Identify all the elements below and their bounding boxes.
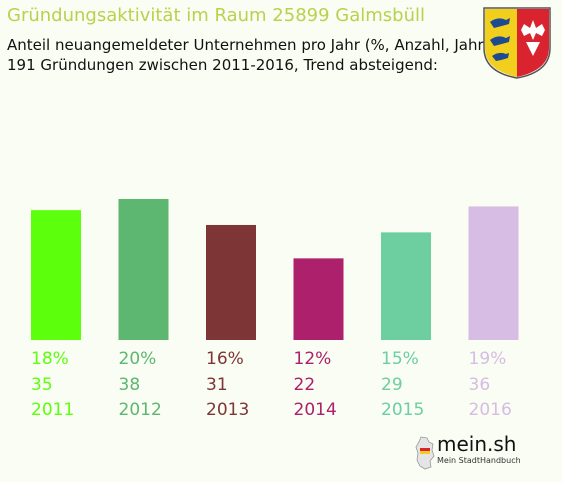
percent-label-2011: 18% <box>31 349 69 369</box>
schleswig-holstein-coat-of-arms-icon <box>483 7 551 79</box>
year-label-2015: 2015 <box>381 400 424 420</box>
chart-subtitle-line-1: Anteil neuangemeldeter Unternehmen pro J… <box>7 36 490 54</box>
bar-2014 <box>293 258 344 340</box>
year-label-2011: 2011 <box>31 400 74 420</box>
bar-2015 <box>381 232 431 340</box>
brand-logo: mein.sh Mein StadtHandbuch <box>415 432 525 474</box>
germany-map-icon <box>415 436 435 470</box>
brand-tagline: Mein StadtHandbuch <box>437 456 521 465</box>
year-label-2013: 2013 <box>206 400 249 420</box>
year-label-2016: 2016 <box>469 400 512 420</box>
bar-2013 <box>206 224 256 340</box>
bar-2012 <box>118 199 169 340</box>
percent-label-2015: 15% <box>381 349 419 369</box>
percent-label-2012: 20% <box>119 349 157 369</box>
count-label-2013: 31 <box>206 375 228 395</box>
chart-subtitle-line-2: 191 Gründungen zwischen 2011-2016, Trend… <box>7 56 438 74</box>
chart-title: Gründungsaktivität im Raum 25899 Galmsbü… <box>7 5 426 26</box>
count-label-2012: 38 <box>119 375 141 395</box>
year-label-2012: 2012 <box>119 400 162 420</box>
count-label-2014: 22 <box>294 375 316 395</box>
percent-label-2016: 19% <box>469 349 507 369</box>
bar-2016 <box>468 206 519 340</box>
count-label-2016: 36 <box>469 375 491 395</box>
brand-name: mein.sh <box>437 432 517 456</box>
percent-label-2014: 12% <box>294 349 332 369</box>
percent-label-2013: 16% <box>206 349 244 369</box>
count-label-2015: 29 <box>381 375 403 395</box>
bar-2011 <box>31 210 81 340</box>
year-label-2014: 2014 <box>294 400 337 420</box>
count-label-2011: 35 <box>31 375 53 395</box>
